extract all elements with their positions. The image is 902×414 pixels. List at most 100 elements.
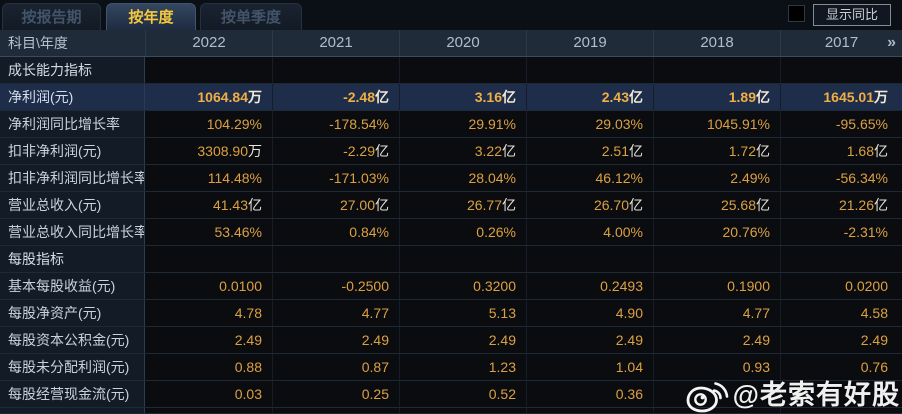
value-unit: 亿 (375, 197, 389, 213)
tab-bar: 按报告期 按年度 按单季度 显示同比 (0, 0, 902, 30)
value-number: 2.51 (601, 143, 629, 159)
year-header-2020: 2020 (399, 30, 526, 56)
year-header-2021: 2021 (272, 30, 399, 56)
value-cell (653, 57, 780, 83)
partial-row (0, 408, 902, 414)
year-header-2017: 2017 » (780, 30, 902, 56)
value-cell: 0.0100 (145, 273, 272, 299)
value-number: 26.77 (466, 197, 502, 213)
row-label: 成长能力指标 (0, 57, 145, 83)
row-label: 每股未分配利润(元) (0, 354, 145, 380)
table-row[interactable]: 基本每股收益(元) 0.0100 -0.2500 0.3200 0.2493 0.1900… (0, 273, 902, 300)
value-cell: 0.2493 (526, 273, 653, 299)
year-header-2022: 2022 (145, 30, 272, 56)
value-cell: 3.16亿 (399, 84, 526, 110)
value-number: -2.48 (343, 89, 375, 105)
value-cell: -56.34% (780, 165, 902, 191)
value-cell: -2.29亿 (272, 138, 399, 164)
value-cell: 0.52 (399, 381, 526, 407)
value-cell: 0.36 (526, 381, 653, 407)
value-cell: 4.00% (526, 219, 653, 245)
value-number: 1.89 (728, 89, 756, 105)
year-header-2018: 2018 (653, 30, 780, 56)
value-cell (272, 408, 399, 413)
table-row[interactable]: 营业总收入同比增长率 53.46% 0.84% 0.26% 4.00% 20.76% -2.… (0, 219, 902, 246)
value-cell: 29.91% (399, 111, 526, 137)
row-label: 每股经营现金流(元) (0, 381, 145, 407)
table-row[interactable]: 每股经营现金流(元) 0.03 0.25 0.52 0.36 (0, 381, 902, 408)
show-yoy-checkbox[interactable] (788, 5, 805, 22)
row-label: 每股资本公积金(元) (0, 327, 145, 353)
value-cell (399, 57, 526, 83)
value-cell: -2.31% (780, 219, 902, 245)
value-unit: 亿 (629, 197, 643, 213)
more-years-button[interactable]: » (887, 34, 896, 51)
row-label: 扣非净利润同比增长率 (0, 165, 145, 191)
value-cell (145, 246, 272, 272)
row-label: 净利润同比增长率 (0, 111, 145, 137)
value-cell: 1.89亿 (653, 84, 780, 110)
value-cell: 20.76% (653, 219, 780, 245)
row-label: 净利润(元) (0, 84, 145, 110)
value-number: 3.16 (474, 89, 502, 105)
tab-by-report-period[interactable]: 按报告期 (2, 3, 101, 30)
row-label: 每股指标 (0, 246, 145, 272)
value-cell: 2.51亿 (526, 138, 653, 164)
tab-by-year[interactable]: 按年度 (106, 3, 196, 30)
value-cell: 0.1900 (653, 273, 780, 299)
value-unit: 亿 (629, 143, 643, 159)
value-unit: 万 (248, 143, 262, 159)
value-unit: 亿 (502, 89, 516, 105)
value-cell: 1064.84万 (145, 84, 272, 110)
value-unit: 亿 (502, 143, 516, 159)
value-number: 2.43 (601, 89, 629, 105)
table-row[interactable]: 扣非净利润同比增长率 114.48% -171.03% 28.04% 46.12% 2.4… (0, 165, 902, 192)
table-row[interactable]: 净利润同比增长率 104.29% -178.54% 29.91% 29.03% 1045.… (0, 111, 902, 138)
table-row[interactable]: 净利润(元) 1064.84万 -2.48亿 3.16亿 2.43亿 1.89亿 1645.… (0, 84, 902, 111)
value-unit: 亿 (502, 197, 516, 213)
value-cell: 104.29% (145, 111, 272, 137)
value-cell: 1.72亿 (653, 138, 780, 164)
value-cell: 3.22亿 (399, 138, 526, 164)
section-row: 成长能力指标 (0, 57, 902, 84)
value-number: 1064.84 (197, 89, 248, 105)
value-cell: 25.68亿 (653, 192, 780, 218)
value-cell (272, 57, 399, 83)
row-label: 基本每股收益(元) (0, 273, 145, 299)
value-cell: 53.46% (145, 219, 272, 245)
value-cell: 0.76 (780, 354, 902, 380)
table-row[interactable]: 扣非净利润(元) 3308.90万 -2.29亿 3.22亿 2.51亿 1.72亿 1.6… (0, 138, 902, 165)
value-cell: 2.49% (653, 165, 780, 191)
value-unit: 亿 (874, 197, 888, 213)
value-number: 1.72 (728, 143, 756, 159)
corner-header-label: 科目\年度 (8, 35, 68, 51)
value-unit: 亿 (756, 89, 770, 105)
value-cell: -178.54% (272, 111, 399, 137)
table-row[interactable]: 每股净资产(元) 4.78 4.77 5.13 4.90 4.77 4.58 (0, 300, 902, 327)
value-cell (145, 408, 272, 413)
show-yoy-label[interactable]: 显示同比 (813, 4, 891, 26)
value-cell: 29.03% (526, 111, 653, 137)
value-number: -2.29 (343, 143, 375, 159)
year-header-2017-label: 2017 (824, 34, 859, 51)
value-cell (145, 57, 272, 83)
table-row[interactable]: 每股未分配利润(元) 0.88 0.87 1.23 1.04 0.93 0.76 (0, 354, 902, 381)
value-unit: 亿 (756, 143, 770, 159)
value-number: 1645.01 (823, 89, 874, 105)
row-label: 每股净资产(元) (0, 300, 145, 326)
table-row[interactable]: 每股资本公积金(元) 2.49 2.49 2.49 2.49 2.49 2.49 (0, 327, 902, 354)
value-cell: 46.12% (526, 165, 653, 191)
table-row[interactable]: 营业总收入(元) 41.43亿 27.00亿 26.77亿 26.70亿 25.68亿 21… (0, 192, 902, 219)
value-cell: 1645.01万 (780, 84, 902, 110)
value-unit: 万 (248, 89, 262, 105)
row-label: 营业总收入同比增长率 (0, 219, 145, 245)
tab-by-quarter[interactable]: 按单季度 (200, 3, 302, 30)
value-cell: 0.88 (145, 354, 272, 380)
value-number: 27.00 (339, 197, 375, 213)
value-cell (780, 57, 902, 83)
value-cell: 1045.91% (653, 111, 780, 137)
value-cell: 1.23 (399, 354, 526, 380)
value-number: 26.70 (593, 197, 629, 213)
value-cell: 2.49 (145, 327, 272, 353)
value-cell: 27.00亿 (272, 192, 399, 218)
